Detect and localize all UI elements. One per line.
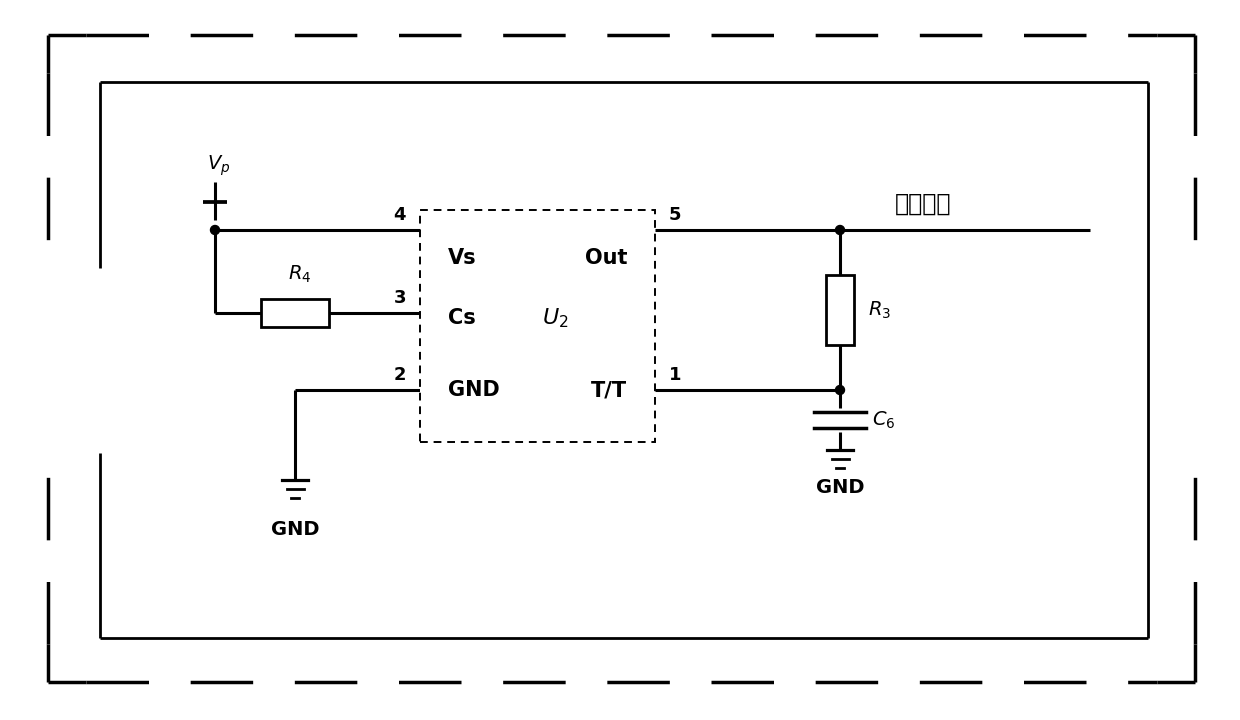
Text: GND: GND [270, 520, 319, 539]
Bar [826, 275, 854, 345]
Text: 5: 5 [670, 206, 682, 224]
Text: Vs: Vs [448, 248, 476, 268]
Text: $R_4$: $R_4$ [289, 264, 311, 285]
Circle shape [211, 225, 219, 235]
Text: $R_3$: $R_3$ [868, 300, 892, 320]
Text: GND: GND [816, 478, 864, 497]
Text: $C_6$: $C_6$ [872, 410, 895, 431]
Text: 方波激励: 方波激励 [895, 192, 951, 216]
Text: Out: Out [584, 248, 627, 268]
Bar [260, 299, 329, 327]
Text: GND: GND [448, 380, 500, 400]
Text: T/T: T/T [591, 380, 627, 400]
Circle shape [836, 385, 844, 395]
Text: Cs: Cs [448, 308, 476, 328]
Text: 4: 4 [393, 206, 405, 224]
Text: 2: 2 [393, 366, 405, 384]
Circle shape [836, 225, 844, 235]
Text: 1: 1 [670, 366, 682, 384]
Text: $V_p$: $V_p$ [207, 153, 231, 178]
Text: $U_2$: $U_2$ [542, 306, 569, 330]
Bar [420, 210, 655, 442]
Text: 3: 3 [393, 289, 405, 307]
